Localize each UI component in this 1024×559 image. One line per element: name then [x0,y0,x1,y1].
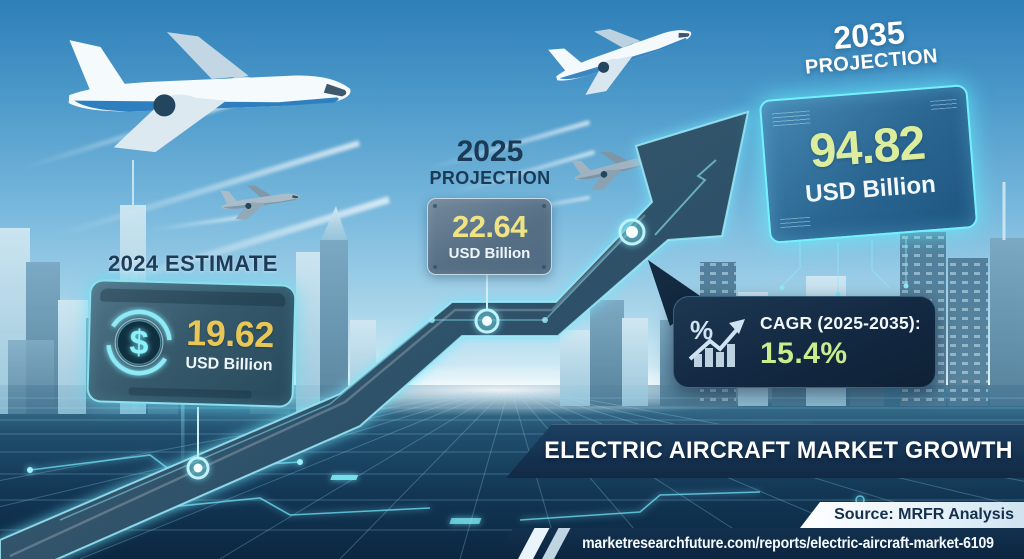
projection-2025-value: 22.64 [451,209,528,244]
projection-2025-year: 2025 [456,135,524,168]
title-banner: ELECTRIC AIRCRAFT MARKET GROWTH [506,424,1024,478]
cagr-card: % CAGR (2025-2035): 15.4% [673,296,936,388]
source-banner: Source: MRFR Analysis [800,502,1024,528]
footer-url-bar: marketresearchfuture.com/reports/electri… [488,528,1024,559]
projection-2035-card: 94.82 USD Billion [758,84,979,244]
connector-lines [197,238,909,457]
percent-glyph: % [690,315,713,345]
projection-2025-card: 22.64 USD Billion [427,198,552,275]
dollar-icon: $ [106,309,172,375]
page-title: ELECTRIC AIRCRAFT MARKET GROWTH [544,437,1014,464]
airplane-medium [546,8,700,103]
estimate-2024-unit: USD Billion [185,354,273,374]
dollar-glyph: $ [129,323,149,362]
estimate-2024-value: 19.62 [185,311,275,355]
projection-2025-unit: USD Billion [448,245,531,262]
source-text: Source: MRFR Analysis [834,506,1014,523]
growth-arrow [0,110,750,559]
percent-growth-icon: % [688,315,745,367]
arrow-nodes [186,218,646,480]
footer-url: marketresearchfuture.com/reports/electri… [582,534,994,552]
projection-2025-title: 2025 PROJECTION [424,135,556,188]
estimate-2024-card: $ 19.62 USD Billion [86,279,297,408]
cagr-value: 15.4% [760,337,848,370]
airplane-small-left [219,182,301,221]
projection-2035-value: 94.82 [807,116,927,179]
airplanes [63,8,700,221]
estimate-2024-title: 2024 ESTIMATE [108,251,278,276]
projection-2025-subtitle: PROJECTION [429,167,551,188]
cagr-label: CAGR (2025-2035): [760,313,921,333]
